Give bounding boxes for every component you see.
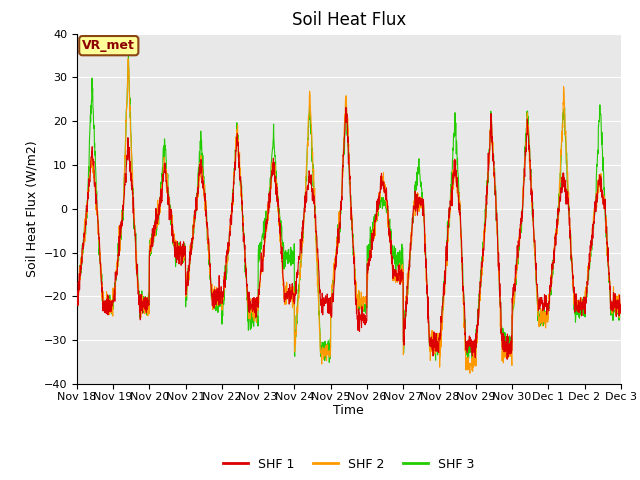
SHF 2	[617, 303, 625, 309]
SHF 1	[508, 344, 515, 350]
SHF 1	[365, 256, 372, 262]
SHF 2	[376, 187, 384, 193]
SHF 3	[73, 293, 81, 299]
Title: Soil Heat Flux: Soil Heat Flux	[292, 11, 406, 29]
SHF 3	[325, 360, 333, 365]
Line: SHF 3: SHF 3	[77, 57, 621, 362]
SHF 3	[617, 308, 625, 313]
X-axis label: Time: Time	[333, 405, 364, 418]
SHF 2	[570, 272, 577, 278]
SHF 1	[584, 267, 592, 273]
Line: SHF 1: SHF 1	[77, 108, 621, 359]
SHF 1	[570, 283, 577, 288]
SHF 2	[365, 257, 372, 263]
SHF 3	[508, 334, 515, 340]
SHF 2	[124, 56, 132, 62]
SHF 2	[225, 248, 232, 253]
SHF 1	[503, 356, 511, 362]
SHF 1	[225, 245, 232, 251]
SHF 2	[466, 371, 474, 376]
SHF 1	[342, 105, 349, 110]
SHF 3	[377, 203, 385, 209]
SHF 1	[617, 302, 625, 308]
SHF 2	[73, 304, 81, 310]
SHF 2	[584, 269, 592, 275]
SHF 1	[376, 180, 384, 186]
Legend: SHF 1, SHF 2, SHF 3: SHF 1, SHF 2, SHF 3	[218, 453, 479, 476]
SHF 3	[365, 245, 372, 251]
SHF 3	[584, 274, 592, 279]
Line: SHF 2: SHF 2	[77, 59, 621, 373]
SHF 1	[73, 294, 81, 300]
Y-axis label: Soil Heat Flux (W/m2): Soil Heat Flux (W/m2)	[25, 141, 38, 277]
SHF 3	[225, 239, 232, 245]
SHF 2	[508, 340, 515, 346]
SHF 3	[570, 285, 577, 291]
Text: VR_met: VR_met	[83, 39, 135, 52]
SHF 3	[125, 54, 132, 60]
